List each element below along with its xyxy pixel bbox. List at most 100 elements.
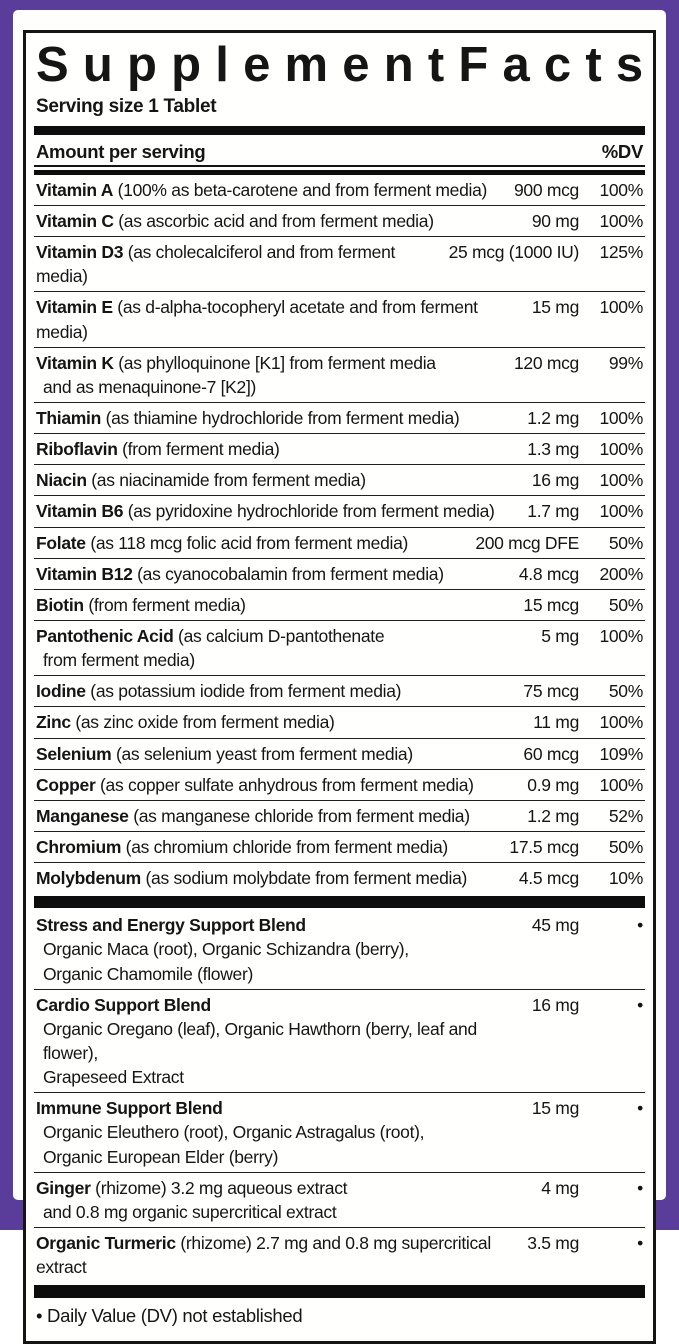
blend-continuation: Grapeseed Extract [43, 1067, 184, 1088]
nutrient-text: Riboflavin (from ferment media) [36, 437, 515, 461]
blend-continuation: Organic Chamomile (flower) [43, 963, 254, 984]
nutrient-source: (as cholecalciferol and from ferment med… [36, 242, 396, 287]
nutrient-source: (as ascorbic acid and from ferment media… [118, 211, 434, 232]
nutrient-name: Vitamin E [36, 297, 113, 318]
blend-text: Organic Turmeric (rhizome) 2.7 mg and 0.… [36, 1231, 515, 1279]
nutrient-name: Biotin [36, 594, 84, 615]
nutrient-amount: 200 mcg DFE [475, 532, 579, 553]
nutrient-line1: Molybdenum (as sodium molybdate from fer… [36, 866, 507, 890]
nutrient-text: Vitamin D3 (as cholecalciferol and from … [36, 240, 437, 288]
nutrient-row: Folate (as 118 mcg folic acid from ferme… [34, 526, 645, 558]
nutrient-amount: 25 mcg (1000 IU) [448, 242, 580, 263]
nutrient-line1: Vitamin D3 (as cholecalciferol and from … [36, 240, 437, 288]
blend-continuation: Organic European Elder (berry) [43, 1146, 279, 1167]
nutrient-row: Copper (as copper sulfate anhydrous from… [34, 768, 645, 800]
percent-dv-header: %DV [601, 140, 644, 162]
blend-rows: Stress and Energy Support Blend Organic M… [34, 910, 645, 1282]
nutrient-source: (as pyridoxine hydrochloride from fermen… [127, 501, 495, 522]
title-letter: a [502, 38, 530, 92]
nutrient-line1: Selenium (as selenium yeast from ferment… [36, 742, 511, 766]
nutrient-dv: 99% [608, 352, 643, 373]
nutrient-row: Selenium (as selenium yeast from ferment… [34, 737, 645, 769]
nutrient-line1: Copper (as copper sulfate anhydrous from… [36, 773, 515, 797]
nutrient-name: Vitamin A [36, 179, 114, 200]
blend-amount: 4 mg [541, 1177, 579, 1198]
blend-line1: Cardio Support Blend [36, 993, 520, 1017]
title-letter: t [427, 38, 444, 92]
nutrient-row: Vitamin K (as phylloquinone [K1] from fe… [34, 346, 645, 402]
blend-name: Immune Support Blend [36, 1098, 223, 1119]
nutrient-dv: 100% [599, 712, 643, 733]
blend-name: Stress and Energy Support Blend [36, 915, 306, 936]
nutrient-name: Riboflavin [36, 439, 118, 460]
blend-name: Ginger [36, 1177, 91, 1198]
nutrient-amount: 15 mcg [523, 594, 579, 615]
nutrient-dv: 50% [608, 681, 643, 702]
nutrient-text: Manganese (as manganese chloride from fe… [36, 804, 515, 828]
blend-line1: Stress and Energy Support Blend [36, 913, 520, 937]
nutrient-row: Riboflavin (from ferment media) 1.3 mg 100… [34, 433, 645, 464]
nutrient-dv: 10% [608, 868, 643, 889]
nutrient-source: (as selenium yeast from ferment media) [115, 743, 413, 764]
nutrient-amount: 75 mcg [523, 681, 579, 702]
title-letter: n [383, 38, 414, 92]
blend-line1: Immune Support Blend [36, 1096, 520, 1120]
blend-dv: • [637, 1177, 643, 1198]
nutrient-source: (as chromium chloride from ferment media… [125, 837, 449, 857]
nutrient-name: Pantothenic Acid [36, 626, 174, 647]
nutrient-name: Copper [36, 774, 96, 795]
title-letter: c [543, 38, 571, 92]
nutrient-amount: 5 mg [541, 626, 579, 647]
blend-source: (rhizome) 3.2 mg aqueous extract [95, 1177, 348, 1198]
blend-amount: 45 mg [531, 915, 579, 936]
nutrient-row: Vitamin B6 (as pyridoxine hydrochloride … [34, 495, 645, 526]
nutrient-text: Iodine (as potassium iodide from ferment… [36, 679, 511, 703]
nutrient-line1: Riboflavin (from ferment media) [36, 437, 515, 461]
nutrient-text: Vitamin B12 (as cyanocobalamin from ferm… [36, 562, 507, 586]
nutrient-line1: Vitamin A (100% as beta-carotene and fro… [36, 178, 502, 202]
blend-row: Immune Support Blend Organic Eleuthero (r… [34, 1092, 645, 1171]
nutrient-source: (as potassium iodide from ferment media) [90, 681, 402, 702]
nutrient-dv: 100% [599, 470, 643, 491]
nutrient-amount: 17.5 mcg [509, 837, 579, 857]
nutrient-amount: 90 mg [531, 211, 579, 232]
nutrient-line1: Biotin (from ferment media) [36, 593, 511, 617]
title-letter: S [36, 38, 69, 92]
blend-continuation: Organic Oregano (leaf), Organic Hawthorn… [43, 1018, 477, 1063]
nutrient-source: (as phylloquinone [K1] from ferment medi… [118, 352, 436, 373]
nutrient-text: Vitamin A (100% as beta-carotene and fro… [36, 178, 502, 202]
nutrient-line1: Iodine (as potassium iodide from ferment… [36, 679, 511, 703]
nutrient-text: Niacin (as niacinamide from ferment medi… [36, 468, 520, 492]
nutrient-row: Chromium (as chromium chloride from ferm… [34, 831, 645, 862]
title-letter: p [171, 38, 201, 92]
nutrient-name: Thiamin [36, 408, 101, 429]
nutrient-source: (as copper sulfate anhydrous from fermen… [100, 774, 474, 795]
divider-thick-blends [34, 896, 645, 909]
nutrient-continuation: from ferment media) [43, 650, 195, 671]
nutrient-amount: 120 mcg [513, 352, 579, 373]
nutrient-source: (from ferment media) [88, 594, 246, 615]
nutrient-source: (as d-alpha-tocopheryl acetate and from … [36, 297, 478, 342]
amount-per-serving-header: Amount per serving [36, 140, 206, 162]
blend-amount: 16 mg [531, 994, 579, 1015]
blend-text: Cardio Support Blend Organic Oregano (lea… [36, 993, 520, 1090]
nutrient-text: Vitamin K (as phylloquinone [K1] from fe… [36, 351, 502, 399]
blend-dv: • [637, 1098, 643, 1119]
nutrient-line1: Folate (as 118 mcg folic acid from ferme… [36, 531, 463, 555]
nutrient-source: (as 118 mcg folic acid from ferment medi… [90, 532, 409, 553]
nutrient-name: Vitamin D3 [36, 242, 124, 263]
nutrient-amount: 1.7 mg [527, 501, 579, 522]
nutrient-amount: 15 mg [531, 297, 579, 318]
nutrient-dv: 100% [599, 774, 643, 795]
nutrient-text: Thiamin (as thiamine hydrochloride from … [36, 406, 515, 430]
blend-continuation: Organic Maca (root), Organic Schizandra … [43, 939, 409, 960]
nutrient-dv: 100% [599, 211, 643, 232]
nutrient-text: Chromium (as chromium chloride from ferm… [36, 835, 497, 859]
nutrient-amount: 60 mcg [523, 743, 579, 764]
nutrient-row: Vitamin E (as d-alpha-tocopheryl acetate… [34, 291, 645, 346]
nutrient-text: Selenium (as selenium yeast from ferment… [36, 742, 511, 766]
nutrient-text: Biotin (from ferment media) [36, 593, 511, 617]
nutrient-source: (as manganese chloride from ferment medi… [133, 805, 470, 826]
